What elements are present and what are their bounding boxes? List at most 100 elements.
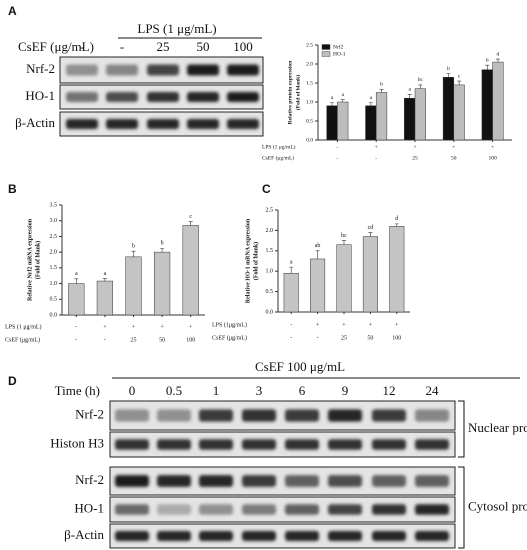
panel-label: C xyxy=(262,182,271,196)
significance-letter: cd xyxy=(368,225,374,231)
bar xyxy=(414,88,426,141)
lane-label: 9 xyxy=(342,383,349,398)
lane-label: 12 xyxy=(383,383,396,398)
condition-value: + xyxy=(369,322,373,328)
bar xyxy=(453,84,465,141)
condition-value: + xyxy=(189,324,193,330)
condition-value: + xyxy=(452,144,455,150)
band xyxy=(242,475,276,487)
y-tick-label: 0.5 xyxy=(50,297,58,303)
significance-letter: a xyxy=(370,95,373,101)
y-tick-label: 2.5 xyxy=(50,234,58,240)
panel-label: D xyxy=(8,374,17,388)
condition-value: 100 xyxy=(186,337,195,343)
condition-value: + xyxy=(132,324,136,330)
bar xyxy=(283,272,299,313)
error-bar xyxy=(74,278,79,284)
condition-value: + xyxy=(316,322,320,328)
band xyxy=(415,530,449,542)
band xyxy=(242,504,276,515)
condition-value: - xyxy=(290,322,292,328)
legend-label: Nrf2 xyxy=(333,43,344,50)
band xyxy=(115,475,149,487)
condition-value: - xyxy=(336,155,338,161)
error-bar xyxy=(379,89,384,93)
bar xyxy=(389,226,405,313)
band xyxy=(187,118,219,130)
band xyxy=(242,409,276,422)
band xyxy=(328,530,362,542)
band xyxy=(115,504,149,515)
y-tick-label: 3.0 xyxy=(50,218,58,224)
error-bar xyxy=(340,99,345,102)
significance-letter: a xyxy=(331,95,334,101)
y-tick-label: 3.5 xyxy=(50,202,58,208)
error-bar xyxy=(315,250,320,259)
bar xyxy=(153,251,171,316)
band xyxy=(227,91,259,103)
time-label: Time (h) xyxy=(55,383,100,398)
band xyxy=(285,504,319,515)
csef-label: CsEF (μg/mL) xyxy=(18,39,94,54)
significance-letter: a xyxy=(290,259,293,265)
band xyxy=(157,475,191,487)
band xyxy=(199,530,233,542)
error-bar xyxy=(485,64,490,70)
error-bar xyxy=(102,278,107,282)
band xyxy=(285,409,319,422)
band xyxy=(157,530,191,542)
band xyxy=(415,475,449,487)
row-label: Nrf-2 xyxy=(75,406,104,421)
band xyxy=(157,504,191,515)
bar xyxy=(326,105,338,141)
band xyxy=(285,530,319,542)
lane-label: 1 xyxy=(213,383,220,398)
condition-value: 25 xyxy=(412,155,418,161)
band xyxy=(328,439,362,450)
bar xyxy=(481,69,493,141)
condition-label: LPS (1 μg/mL) xyxy=(262,143,296,150)
bar xyxy=(442,77,455,141)
bands xyxy=(115,439,449,450)
condition-label: LPS (1μg/mL) xyxy=(212,321,247,328)
lane-label: 0 xyxy=(129,383,136,398)
y-tick-label: 1.5 xyxy=(306,80,313,86)
lane-label: 50 xyxy=(197,39,210,54)
band xyxy=(328,475,362,487)
bands xyxy=(66,91,259,103)
condition-value: 100 xyxy=(392,335,401,341)
error-bar xyxy=(188,221,193,226)
row-label: Nrf-2 xyxy=(75,472,104,487)
condition-value: 50 xyxy=(159,337,165,343)
significance-letter: a xyxy=(75,271,78,277)
error-bar xyxy=(368,102,373,106)
bar xyxy=(362,236,378,313)
condition-value: 50 xyxy=(451,155,457,161)
condition-value: + xyxy=(375,144,378,150)
condition-value: + xyxy=(413,144,416,150)
y-axis-label: Relative HO-1 mRNA expression xyxy=(245,218,251,303)
band xyxy=(328,504,362,515)
bar xyxy=(310,258,326,313)
y-axis-label: (Fold of blank) xyxy=(252,242,259,280)
condition-value: - xyxy=(104,337,106,343)
bracket xyxy=(458,400,465,458)
legend-swatch xyxy=(321,44,331,50)
bar xyxy=(375,92,388,141)
condition-label: CsEF (μg/mL) xyxy=(5,336,40,343)
bar xyxy=(492,61,504,141)
band xyxy=(415,439,449,450)
significance-letter: bc xyxy=(418,77,424,83)
condition-value: - xyxy=(75,337,77,343)
band xyxy=(227,64,259,76)
bar xyxy=(404,97,416,141)
y-tick-label: 1.0 xyxy=(50,281,58,287)
condition-value: + xyxy=(103,324,107,330)
condition-value: 50 xyxy=(367,335,373,341)
y-tick-label: 0.0 xyxy=(306,137,313,143)
significance-letter: b xyxy=(447,66,450,72)
band xyxy=(106,64,138,76)
band xyxy=(157,439,191,450)
error-bar xyxy=(160,248,165,253)
